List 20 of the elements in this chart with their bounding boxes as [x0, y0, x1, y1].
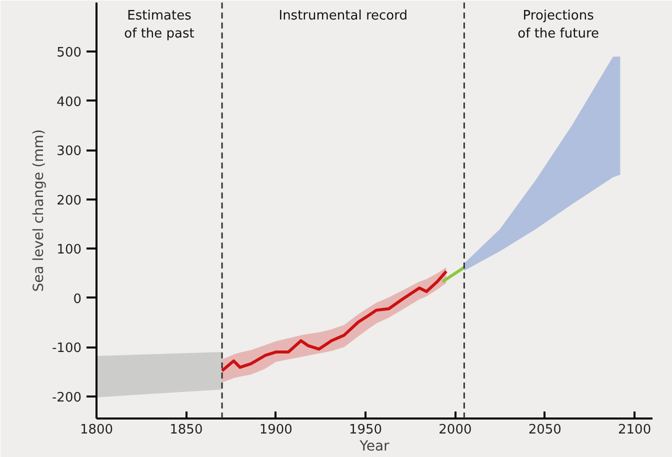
- y-tick-label: 100: [56, 242, 82, 258]
- x-tick-label: 2100: [618, 422, 652, 438]
- annotation: Instrumental record: [278, 8, 408, 24]
- x-tick-label: 2000: [438, 422, 472, 438]
- y-tick-label: -200: [52, 390, 82, 406]
- y-tick-label: 400: [56, 94, 82, 110]
- annotation: Projections of the future: [518, 8, 600, 42]
- x-tick-label: 1800: [80, 422, 114, 438]
- x-tick-label: 1850: [170, 422, 203, 438]
- x-axis-title: Year: [358, 438, 390, 454]
- y-tick-label: 500: [56, 46, 82, 61]
- y-tick-label: 0: [73, 292, 82, 307]
- y-tick-label: -100: [52, 341, 82, 356]
- x-tick-label: 2050: [528, 422, 562, 438]
- x-tick-label: 1950: [348, 422, 382, 438]
- y-tick-label: 200: [56, 193, 82, 208]
- y-axis-title: Sea level change (mm): [30, 129, 47, 292]
- annotation: Estimates of the past: [124, 8, 194, 42]
- y-tick-label: 300: [56, 144, 82, 160]
- x-tick-label: 1900: [259, 422, 292, 438]
